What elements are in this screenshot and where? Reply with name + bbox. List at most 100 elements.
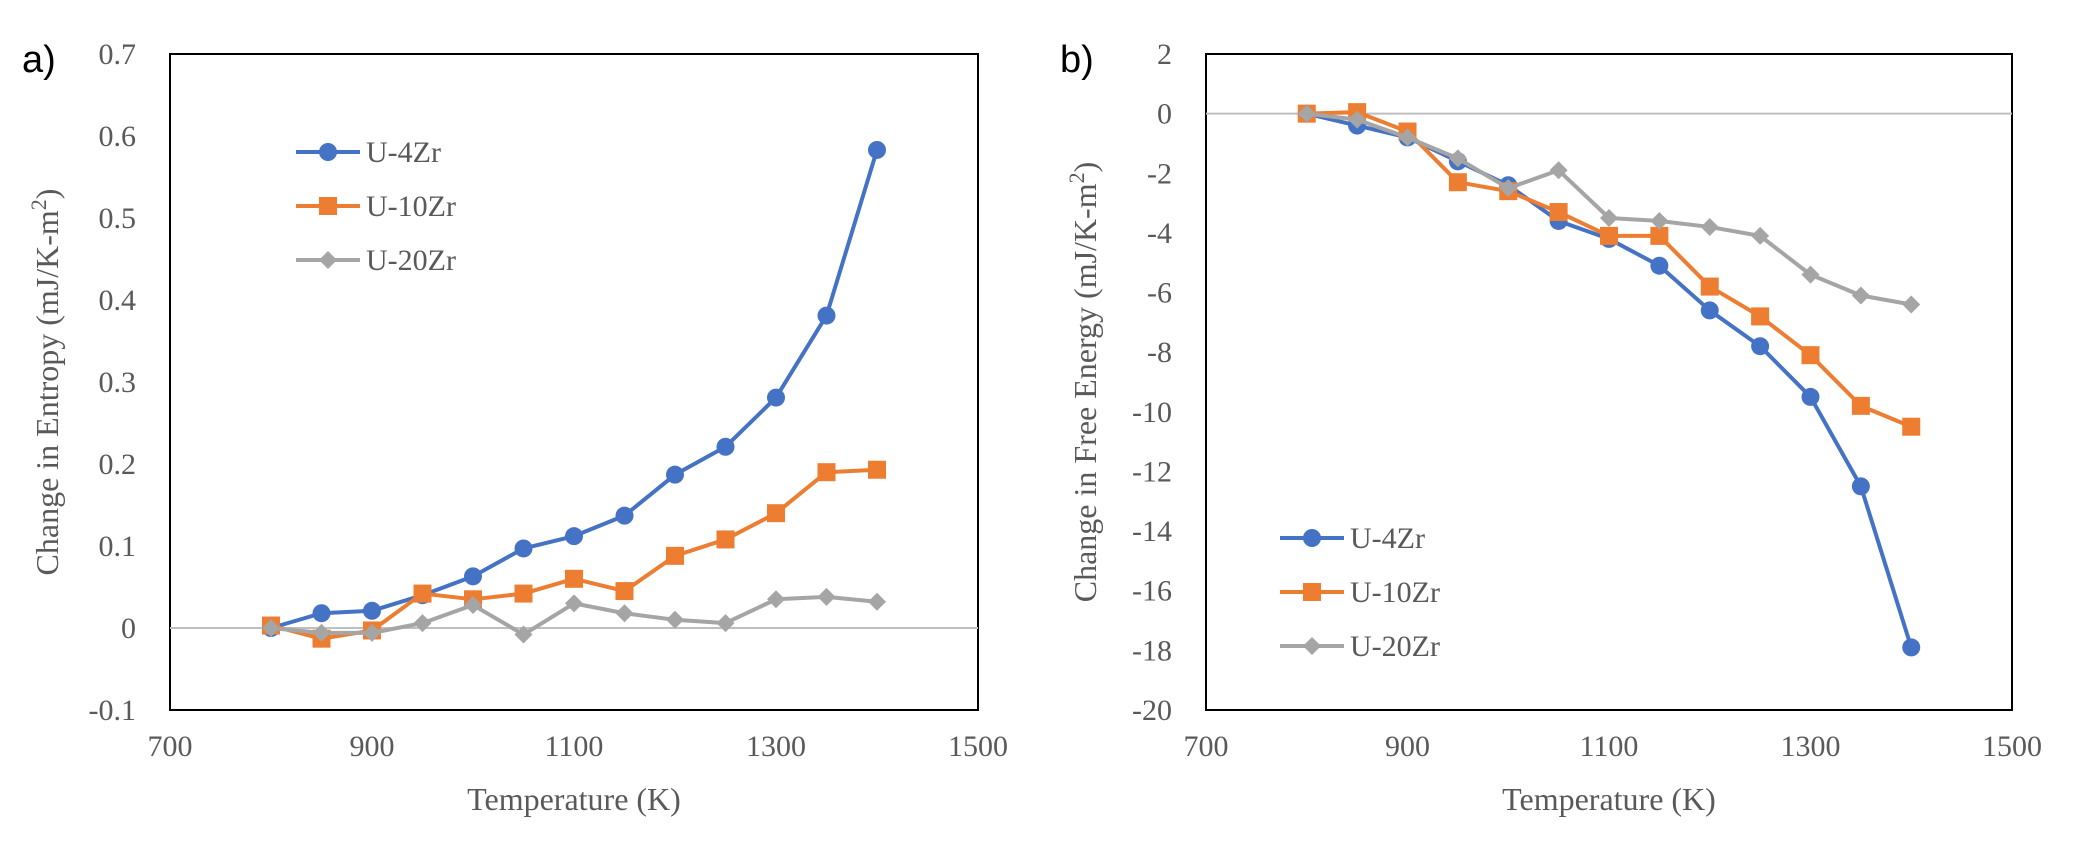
x-tick-label: 700 bbox=[1184, 730, 1229, 763]
data-point-u-10zr bbox=[666, 546, 684, 565]
data-point-u-20zr bbox=[312, 623, 331, 642]
y-tick-label: 0.2 bbox=[99, 448, 137, 481]
x-tick-label: 700 bbox=[148, 730, 193, 763]
y-tick-label: 0.4 bbox=[99, 284, 137, 317]
data-point-u-4zr bbox=[514, 539, 533, 558]
y-tick-label: -20 bbox=[1132, 694, 1172, 727]
y-tick-label: 0.3 bbox=[99, 366, 137, 399]
data-point-u-10zr bbox=[413, 584, 432, 603]
panel-label: a) bbox=[22, 39, 56, 81]
data-point-u-20zr bbox=[1448, 149, 1467, 168]
data-point-u-20zr bbox=[615, 604, 634, 623]
y-tick-label: -10 bbox=[1132, 396, 1172, 429]
y-axis-title-close: ) bbox=[29, 189, 65, 200]
data-point-u-10zr bbox=[1448, 173, 1467, 192]
legend-marker bbox=[319, 143, 337, 161]
data-point-u-20zr bbox=[565, 594, 583, 613]
data-point-u-20zr bbox=[767, 590, 785, 609]
data-point-u-20zr bbox=[1348, 110, 1367, 129]
y-tick-label: -6 bbox=[1147, 277, 1172, 310]
y-tick-label: -14 bbox=[1132, 515, 1172, 548]
y-tick-label: -8 bbox=[1147, 336, 1172, 369]
y-axis-title: Change in Free Energy (mJ/K-m2) bbox=[1064, 162, 1104, 603]
legend-label: U-10Zr bbox=[1350, 576, 1440, 609]
y-tick-label: 0.1 bbox=[99, 530, 137, 563]
data-point-u-20zr bbox=[363, 623, 381, 642]
data-point-u-4zr bbox=[1851, 477, 1870, 496]
data-point-u-10zr bbox=[514, 584, 533, 603]
data-point-u-20zr bbox=[1297, 104, 1316, 123]
data-point-u-20zr bbox=[666, 610, 684, 629]
data-point-u-20zr bbox=[464, 596, 482, 615]
data-point-u-10zr bbox=[615, 582, 634, 601]
y-tick-label: -12 bbox=[1132, 455, 1172, 488]
y-axis-title: Change in Entropy (mJ/K-m2) bbox=[26, 189, 66, 576]
data-point-u-10zr bbox=[1700, 277, 1719, 296]
data-point-u-10zr bbox=[868, 460, 886, 479]
legend-marker bbox=[1303, 637, 1321, 655]
data-point-u-20zr bbox=[868, 592, 886, 611]
y-tick-label: -0.1 bbox=[89, 694, 137, 727]
y-axis-title-main: Change in Entropy (mJ/K-m bbox=[29, 210, 65, 575]
legend-marker bbox=[319, 251, 337, 269]
series-u-20zr bbox=[1297, 104, 1921, 314]
data-point-u-10zr bbox=[565, 569, 583, 588]
y-tick-label: -18 bbox=[1132, 634, 1172, 667]
legend-entry-u-4zr: U-4Zr bbox=[1280, 522, 1425, 555]
data-point-u-20zr bbox=[1398, 128, 1417, 147]
data-point-u-20zr bbox=[514, 625, 533, 644]
data-point-u-10zr bbox=[1549, 203, 1568, 222]
x-axis-title: Temperature (K) bbox=[467, 781, 681, 817]
data-point-u-4zr bbox=[312, 604, 331, 623]
series-u-4zr bbox=[262, 140, 886, 637]
x-axis-title: Temperature (K) bbox=[1502, 781, 1716, 817]
legend-label: U-20Zr bbox=[366, 244, 456, 277]
legend-entry-u-10zr: U-10Zr bbox=[1280, 576, 1440, 609]
data-point-u-10zr bbox=[1851, 396, 1870, 415]
y-tick-label: 0 bbox=[121, 612, 136, 645]
legend-entry-u-20zr: U-20Zr bbox=[296, 244, 456, 277]
data-point-u-4zr bbox=[464, 567, 482, 586]
plot-frame bbox=[169, 53, 979, 711]
x-tick-label: 1300 bbox=[1781, 730, 1841, 763]
legend-label: U-4Zr bbox=[366, 136, 441, 169]
y-tick-label: 0.5 bbox=[99, 202, 137, 235]
y-tick-label: -4 bbox=[1147, 217, 1172, 250]
data-point-u-4zr bbox=[363, 601, 381, 620]
data-point-u-10zr bbox=[817, 463, 836, 482]
legend-label: U-10Zr bbox=[366, 190, 456, 223]
data-point-u-20zr bbox=[1549, 161, 1568, 180]
data-point-u-20zr bbox=[1650, 211, 1669, 230]
legend-entry-u-20zr: U-20Zr bbox=[1280, 630, 1440, 663]
series-u-10zr bbox=[262, 460, 886, 648]
data-point-u-4zr bbox=[1801, 387, 1820, 406]
y-tick-label: -2 bbox=[1147, 157, 1172, 190]
chart-panel-a: a) -0.1 0 0.1 0.2 0.3 0.4 0.5 0.6 0.7 700 900 1100 13… bbox=[22, 38, 1008, 817]
data-point-u-20zr bbox=[1751, 226, 1770, 245]
data-point-u-20zr bbox=[1902, 295, 1921, 314]
y-axis-title-superscript: 2 bbox=[26, 199, 51, 210]
data-point-u-20zr bbox=[716, 614, 735, 633]
data-point-u-4zr bbox=[817, 306, 836, 325]
x-tick-label: 1500 bbox=[948, 730, 1008, 763]
legend-label: U-20Zr bbox=[1350, 630, 1440, 663]
data-point-u-20zr bbox=[262, 619, 280, 637]
data-point-u-4zr bbox=[666, 465, 684, 484]
y-tick-label: -16 bbox=[1132, 575, 1172, 608]
data-point-u-10zr bbox=[716, 530, 735, 549]
legend-entry-u-4zr: U-4Zr bbox=[296, 136, 441, 169]
data-point-u-4zr bbox=[767, 388, 785, 407]
data-point-u-4zr bbox=[1902, 638, 1921, 657]
series-u-20zr bbox=[262, 587, 886, 644]
x-tick-label: 1100 bbox=[545, 730, 604, 763]
legend-label: U-4Zr bbox=[1350, 522, 1425, 555]
data-point-u-4zr bbox=[615, 506, 634, 525]
y-tick-label: 2 bbox=[1157, 38, 1172, 71]
data-point-u-20zr bbox=[1600, 209, 1618, 227]
data-point-u-20zr bbox=[817, 587, 836, 606]
data-point-u-10zr bbox=[767, 504, 785, 523]
data-point-u-10zr bbox=[1600, 226, 1618, 245]
data-point-u-20zr bbox=[1499, 179, 1518, 198]
